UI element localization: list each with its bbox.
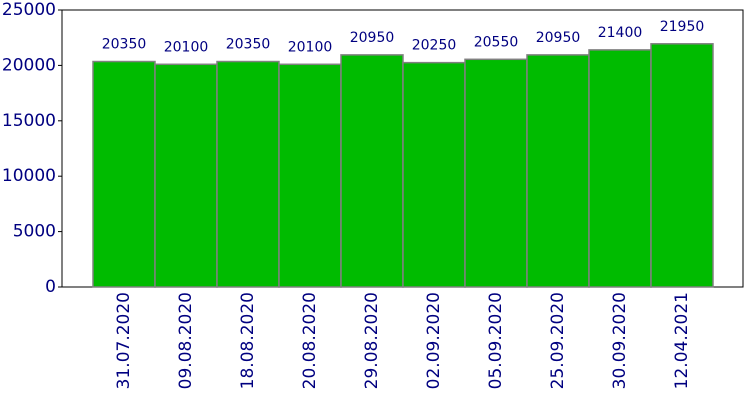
value-label: 20250: [412, 38, 457, 54]
x-tick-label: 25.09.2020: [548, 292, 568, 389]
y-tick-label: 10000: [2, 166, 56, 186]
bar: [216, 60, 280, 288]
x-tick-label: 30.09.2020: [610, 292, 630, 389]
value-label: 20350: [102, 37, 147, 53]
value-label: 20100: [288, 39, 333, 55]
y-tick-label: 25000: [2, 0, 56, 20]
bar: [650, 43, 714, 288]
bar: [278, 63, 342, 288]
bar: [402, 61, 466, 288]
y-tick-label: 5000: [13, 222, 56, 242]
bar: [92, 60, 156, 288]
x-tick-label: 18.08.2020: [238, 292, 258, 389]
value-label: 21400: [598, 25, 643, 41]
y-tick-label: 15000: [2, 111, 56, 131]
x-tick-label: 29.08.2020: [362, 292, 382, 389]
value-label: 20550: [474, 34, 519, 50]
value-label: 20950: [536, 30, 581, 46]
x-tick-label: 31.07.2020: [114, 292, 134, 389]
bar: [154, 63, 218, 288]
y-tick-label: 20000: [2, 55, 56, 75]
x-tick-label: 20.08.2020: [300, 292, 320, 389]
value-label: 21950: [660, 19, 705, 35]
x-tick-label: 09.08.2020: [176, 292, 196, 389]
x-tick-label: 02.09.2020: [424, 292, 444, 389]
x-tick-label: 12.04.2021: [672, 292, 692, 389]
x-tick-label: 05.09.2020: [486, 292, 506, 389]
value-label: 20950: [350, 30, 395, 46]
bar: [588, 49, 652, 288]
bar: [340, 54, 404, 288]
y-tick-label: 0: [45, 277, 56, 297]
bar: [464, 58, 528, 288]
bar: [526, 54, 590, 288]
value-label: 20350: [226, 37, 271, 53]
value-label: 20100: [164, 39, 209, 55]
